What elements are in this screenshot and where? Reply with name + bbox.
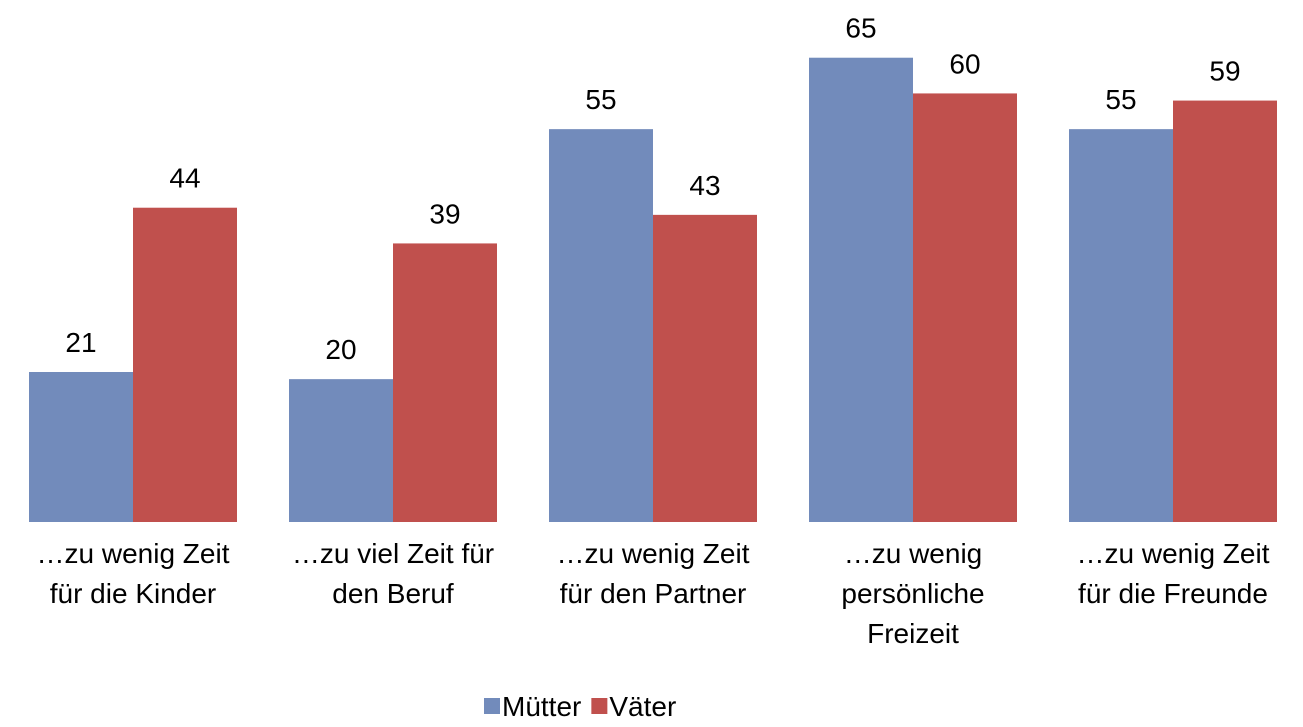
- data-label: 55: [585, 84, 616, 115]
- data-label: 55: [1105, 84, 1136, 115]
- bar: [1069, 129, 1173, 522]
- x-tick-label-line: …zu wenig: [844, 538, 983, 569]
- bar: [913, 93, 1017, 522]
- x-tick-label: …zu wenig Zeit für den Partner: [557, 538, 750, 609]
- x-tick-label: …zu wenig Zeit für die Kinder: [37, 538, 230, 609]
- bar: [549, 129, 653, 522]
- data-label: 43: [689, 170, 720, 201]
- legend-label: Mütter: [502, 691, 581, 722]
- x-tick-label-line: persönliche: [841, 578, 984, 609]
- x-tick-label-line: …zu wenig Zeit: [1077, 538, 1270, 569]
- bar: [809, 57, 913, 522]
- data-label: 39: [429, 198, 460, 229]
- data-label: 59: [1209, 56, 1240, 87]
- x-tick-label-line: Freizeit: [867, 618, 959, 649]
- x-tick-label-line: für den Partner: [560, 578, 747, 609]
- legend-swatch: [484, 698, 500, 714]
- x-tick-label: …zu viel Zeit für den Beruf: [292, 538, 494, 609]
- data-label: 65: [845, 13, 876, 44]
- bar: [1173, 100, 1277, 523]
- bar: [289, 379, 393, 522]
- legend-swatch: [591, 698, 608, 714]
- data-label: 21: [65, 327, 96, 358]
- x-tick-label-line: …zu wenig Zeit: [557, 538, 750, 569]
- legend-label: Väter: [609, 691, 676, 722]
- data-label: 20: [325, 334, 356, 365]
- x-tick-label-line: für die Kinder: [50, 578, 217, 609]
- data-label: 44: [169, 163, 200, 194]
- x-tick-label: …zu wenig Zeit für die Freunde: [1077, 538, 1270, 609]
- bar: [393, 243, 497, 522]
- bar: [133, 207, 237, 522]
- x-tick-label-line: den Beruf: [332, 578, 454, 609]
- x-tick-label-line: für die Freunde: [1078, 578, 1268, 609]
- x-tick-label-line: …zu viel Zeit für: [292, 538, 494, 569]
- bar: [29, 372, 133, 522]
- data-label: 60: [949, 48, 980, 79]
- bar: [653, 214, 757, 522]
- x-tick-label: …zu wenig persönliche Freizeit: [841, 538, 984, 649]
- x-tick-label-line: …zu wenig Zeit: [37, 538, 230, 569]
